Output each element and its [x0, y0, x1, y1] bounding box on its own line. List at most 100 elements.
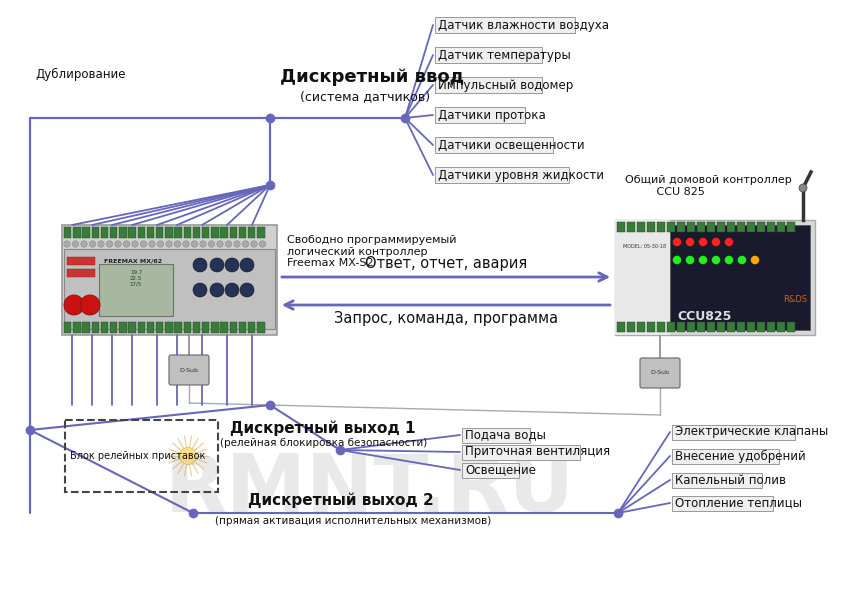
Text: Датчики протока: Датчики протока — [438, 108, 546, 122]
Circle shape — [685, 256, 694, 265]
Bar — [647, 322, 655, 332]
Bar — [258, 227, 264, 238]
Bar — [637, 322, 645, 332]
Bar — [697, 222, 705, 232]
Bar — [193, 322, 201, 333]
Bar — [119, 227, 127, 238]
Bar — [128, 227, 136, 238]
Bar — [767, 222, 775, 232]
Text: (система датчиков): (система датчиков) — [300, 90, 430, 103]
FancyBboxPatch shape — [169, 355, 209, 385]
Bar — [165, 322, 173, 333]
Bar — [248, 322, 256, 333]
Bar — [657, 322, 665, 332]
Circle shape — [200, 241, 207, 247]
Circle shape — [64, 295, 84, 315]
Text: RMNT.RU: RMNT.RU — [165, 451, 575, 529]
Circle shape — [672, 237, 682, 247]
Circle shape — [89, 241, 96, 247]
FancyBboxPatch shape — [672, 424, 796, 439]
Bar — [82, 322, 90, 333]
Bar — [138, 227, 145, 238]
FancyBboxPatch shape — [462, 445, 580, 460]
Circle shape — [225, 283, 239, 297]
Bar — [202, 227, 209, 238]
Text: Внесение удобрений: Внесение удобрений — [675, 449, 806, 462]
Bar — [707, 322, 715, 332]
Text: Ответ, отчет, авария: Ответ, отчет, авария — [365, 256, 527, 271]
Text: Общий домовой контроллер
         CCU 825: Общий домовой контроллер CCU 825 — [625, 175, 791, 197]
Bar — [211, 227, 218, 238]
Bar — [110, 322, 117, 333]
Circle shape — [208, 241, 215, 247]
Circle shape — [234, 241, 241, 247]
FancyBboxPatch shape — [672, 473, 762, 488]
Circle shape — [179, 448, 196, 464]
FancyBboxPatch shape — [672, 449, 779, 464]
Circle shape — [98, 241, 105, 247]
Bar — [248, 227, 256, 238]
FancyBboxPatch shape — [435, 137, 553, 153]
Text: Отопление теплицы: Отопление теплицы — [675, 496, 802, 510]
Bar — [717, 222, 725, 232]
Circle shape — [149, 241, 156, 247]
FancyBboxPatch shape — [462, 462, 519, 477]
FancyBboxPatch shape — [435, 77, 542, 93]
Bar — [707, 222, 715, 232]
Bar — [64, 322, 71, 333]
Bar — [174, 322, 182, 333]
Bar — [617, 222, 625, 232]
FancyBboxPatch shape — [435, 47, 542, 63]
Bar — [239, 227, 246, 238]
Text: Блок релейных приставок: Блок релейных приставок — [70, 451, 206, 461]
Circle shape — [64, 241, 71, 247]
Bar — [258, 322, 264, 333]
Bar — [92, 322, 99, 333]
Text: MODEL: 05-30-18: MODEL: 05-30-18 — [623, 244, 666, 249]
Circle shape — [210, 258, 224, 272]
Bar — [101, 322, 108, 333]
Bar — [677, 322, 685, 332]
Text: Электрические клапаны: Электрические клапаны — [675, 426, 828, 439]
Text: 19.7
22.5
17/5: 19.7 22.5 17/5 — [130, 270, 142, 286]
Circle shape — [799, 184, 807, 192]
Circle shape — [672, 256, 682, 265]
Text: Приточная вентиляция: Приточная вентиляция — [465, 445, 610, 458]
FancyBboxPatch shape — [670, 225, 810, 330]
Bar — [737, 222, 745, 232]
Bar — [667, 222, 675, 232]
Text: D-Sub: D-Sub — [179, 368, 199, 372]
Bar — [230, 322, 237, 333]
Bar — [64, 227, 71, 238]
Bar — [165, 227, 173, 238]
Text: Датчик влажности воздуха: Датчик влажности воздуха — [438, 18, 609, 32]
Bar — [757, 322, 765, 332]
Bar — [617, 322, 625, 332]
Circle shape — [80, 295, 100, 315]
Bar — [184, 227, 191, 238]
Text: (прямая активация исполнительных механизмов): (прямая активация исполнительных механиз… — [215, 516, 491, 526]
Circle shape — [115, 241, 122, 247]
Bar — [110, 227, 117, 238]
Bar — [239, 322, 246, 333]
Bar — [637, 222, 645, 232]
Circle shape — [699, 256, 707, 265]
Text: Импульсный водомер: Импульсный водомер — [438, 79, 573, 92]
Text: Датчик температуры: Датчик температуры — [438, 48, 570, 61]
Bar — [128, 322, 136, 333]
Circle shape — [106, 241, 113, 247]
FancyBboxPatch shape — [615, 220, 670, 335]
Circle shape — [240, 283, 254, 297]
Circle shape — [193, 283, 207, 297]
Bar — [220, 227, 228, 238]
Bar — [67, 269, 95, 277]
Bar — [777, 322, 785, 332]
Bar — [101, 227, 108, 238]
Text: CCU825: CCU825 — [677, 311, 732, 324]
Circle shape — [217, 241, 224, 247]
Text: FREEMAX MX/62: FREEMAX MX/62 — [104, 259, 162, 263]
Bar — [747, 222, 755, 232]
Bar — [627, 222, 635, 232]
Bar — [220, 322, 228, 333]
Circle shape — [140, 241, 147, 247]
